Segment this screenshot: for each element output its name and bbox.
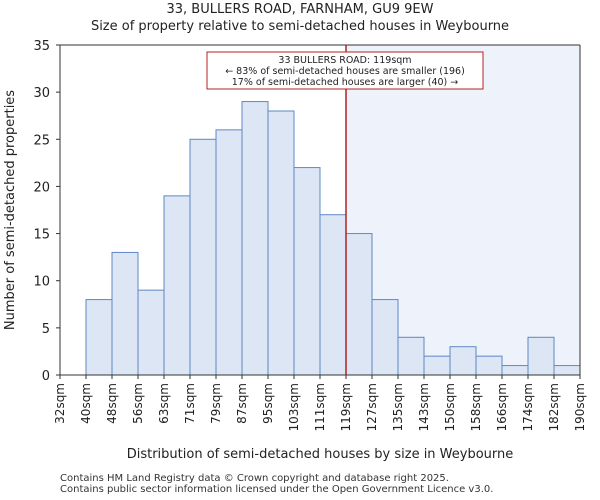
bar-166sqm xyxy=(501,365,529,376)
bar-103sqm xyxy=(293,167,321,376)
x-axis-title: Distribution of semi-detached houses by … xyxy=(127,447,514,462)
x-tick-label-71sqm: 71sqm xyxy=(183,383,197,424)
bar-63sqm xyxy=(163,195,191,376)
x-tick-label-103sqm: 103sqm xyxy=(287,383,301,431)
x-tick-label-111sqm: 111sqm xyxy=(313,383,327,431)
x-tick-label-127sqm: 127sqm xyxy=(365,383,379,431)
y-tick-label-0: 0 xyxy=(42,369,50,384)
bar-127sqm xyxy=(371,299,399,376)
bar-119sqm xyxy=(345,233,373,376)
bar-135sqm xyxy=(397,336,425,376)
bar-158sqm xyxy=(475,355,503,376)
y-tick-label-20: 20 xyxy=(33,180,50,195)
bar-174sqm xyxy=(527,336,555,376)
y-tick-label-30: 30 xyxy=(33,86,50,101)
x-tick-label-158sqm: 158sqm xyxy=(469,383,483,431)
x-tick-label-119sqm: 119sqm xyxy=(339,383,353,431)
annotation-line-3: 17% of semi-detached houses are larger (… xyxy=(232,77,459,88)
x-tick-label-150sqm: 150sqm xyxy=(443,383,457,431)
bar-56sqm xyxy=(137,289,165,376)
annotation-line-2: ← 83% of semi-detached houses are smalle… xyxy=(225,66,465,77)
x-tick-label-87sqm: 87sqm xyxy=(235,383,249,424)
x-tick-label-135sqm: 135sqm xyxy=(391,383,405,431)
bar-71sqm xyxy=(189,138,217,376)
bar-48sqm xyxy=(111,251,139,376)
annotation-line-1: 33 BULLERS ROAD: 119sqm xyxy=(278,55,411,66)
y-tick-label-35: 35 xyxy=(33,39,50,54)
y-axis-title: Number of semi-detached properties xyxy=(3,90,18,330)
bar-95sqm xyxy=(267,110,295,376)
x-tick-label-174sqm: 174sqm xyxy=(521,383,535,431)
y-tick-label-15: 15 xyxy=(33,228,50,243)
bar-143sqm xyxy=(423,355,451,376)
bar-40sqm xyxy=(85,299,113,376)
x-tick-label-143sqm: 143sqm xyxy=(417,383,431,431)
y-tick-label-5: 5 xyxy=(42,322,50,337)
x-tick-label-166sqm: 166sqm xyxy=(495,383,509,431)
bar-150sqm xyxy=(449,346,477,376)
bar-79sqm xyxy=(215,129,243,376)
bar-111sqm xyxy=(319,214,347,376)
x-tick-label-95sqm: 95sqm xyxy=(261,383,275,424)
x-tick-label-182sqm: 182sqm xyxy=(547,383,561,431)
bar-182sqm xyxy=(553,365,581,376)
annotation-box xyxy=(206,51,484,90)
chart-title-line-1: 33, BULLERS ROAD, FARNHAM, GU9 9EW xyxy=(166,2,434,17)
footer-licence: Contains public sector information licen… xyxy=(60,484,494,495)
x-tick-label-190sqm: 190sqm xyxy=(573,383,587,431)
x-tick-label-56sqm: 56sqm xyxy=(131,383,145,424)
y-tick-label-25: 25 xyxy=(33,133,50,148)
chart-title-line-2: Size of property relative to semi-detach… xyxy=(90,19,510,34)
x-tick-label-40sqm: 40sqm xyxy=(79,383,93,424)
x-tick-label-32sqm: 32sqm xyxy=(53,383,67,424)
bar-87sqm xyxy=(241,101,269,376)
x-tick-label-79sqm: 79sqm xyxy=(209,383,223,424)
x-tick-label-48sqm: 48sqm xyxy=(105,383,119,424)
x-tick-label-63sqm: 63sqm xyxy=(157,383,171,424)
footer-copyright: Contains HM Land Registry data © Crown c… xyxy=(60,473,449,484)
y-tick-label-10: 10 xyxy=(33,275,50,290)
